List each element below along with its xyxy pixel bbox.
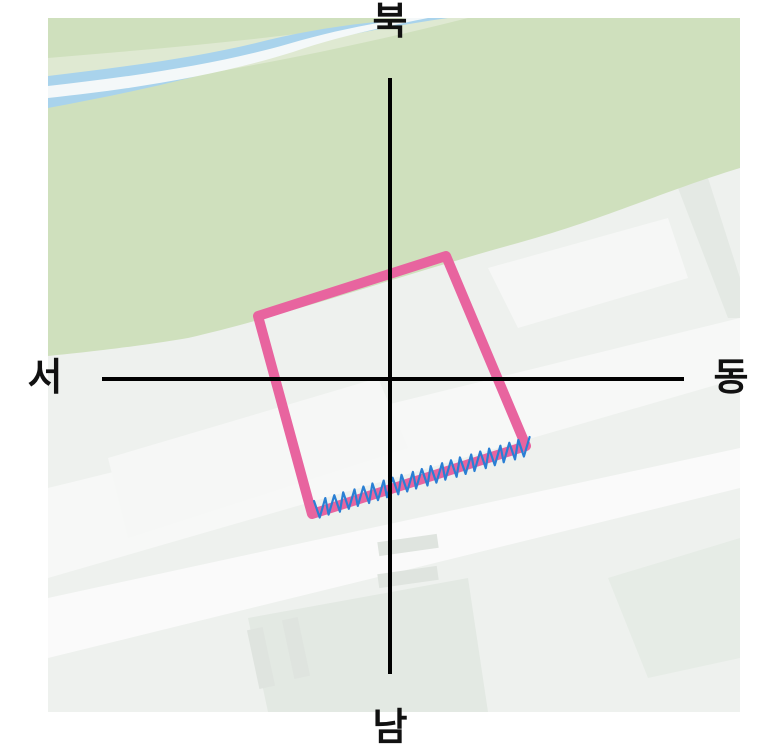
river (48, 18, 448, 108)
path-marker (377, 565, 439, 589)
compass-east-label: 동 (713, 355, 749, 399)
north-south-axis (388, 78, 392, 674)
path-marker (281, 616, 311, 680)
west-east-axis (102, 377, 684, 381)
compass-north-label: 북 (372, 0, 408, 43)
compass-south-label: 남 (372, 705, 408, 749)
building-block-se (608, 538, 740, 678)
building-block-s (248, 578, 488, 712)
building-block-east (488, 218, 688, 328)
river-path (48, 18, 428, 98)
building-block (108, 378, 408, 538)
compass-west-label: 서 (27, 355, 63, 399)
park-area (48, 18, 740, 356)
path-marker (246, 626, 276, 690)
road-east (678, 178, 740, 318)
path-marker (377, 533, 439, 557)
map-view[interactable] (48, 18, 740, 712)
map-canvas (48, 18, 740, 712)
south-edge-scribble (312, 435, 531, 519)
